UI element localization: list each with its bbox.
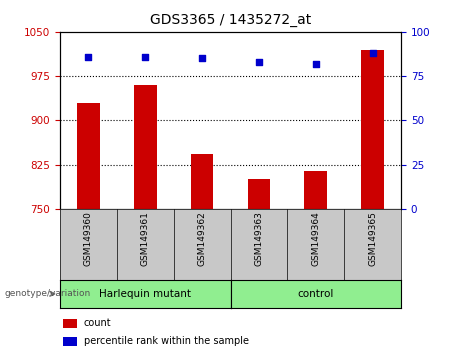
Point <box>198 56 206 61</box>
Point <box>85 54 92 59</box>
Text: count: count <box>84 318 112 329</box>
Text: GSM149362: GSM149362 <box>198 211 207 266</box>
FancyBboxPatch shape <box>63 319 77 328</box>
Text: GSM149365: GSM149365 <box>368 211 377 266</box>
Bar <box>248 179 270 209</box>
Text: GSM149360: GSM149360 <box>84 211 93 266</box>
Text: GSM149364: GSM149364 <box>311 211 320 266</box>
Text: GSM149363: GSM149363 <box>254 211 263 266</box>
Point <box>142 54 149 59</box>
Bar <box>134 85 157 209</box>
Text: control: control <box>298 289 334 299</box>
Point <box>369 50 376 56</box>
FancyBboxPatch shape <box>63 337 77 346</box>
Point <box>255 59 263 65</box>
Point <box>312 61 319 67</box>
Bar <box>191 154 213 209</box>
Bar <box>77 103 100 209</box>
Text: GSM149361: GSM149361 <box>141 211 150 266</box>
Text: GDS3365 / 1435272_at: GDS3365 / 1435272_at <box>150 13 311 27</box>
Text: Harlequin mutant: Harlequin mutant <box>99 289 191 299</box>
Bar <box>361 50 384 209</box>
Text: percentile rank within the sample: percentile rank within the sample <box>84 336 249 346</box>
Text: genotype/variation: genotype/variation <box>5 289 91 298</box>
Bar <box>304 171 327 209</box>
